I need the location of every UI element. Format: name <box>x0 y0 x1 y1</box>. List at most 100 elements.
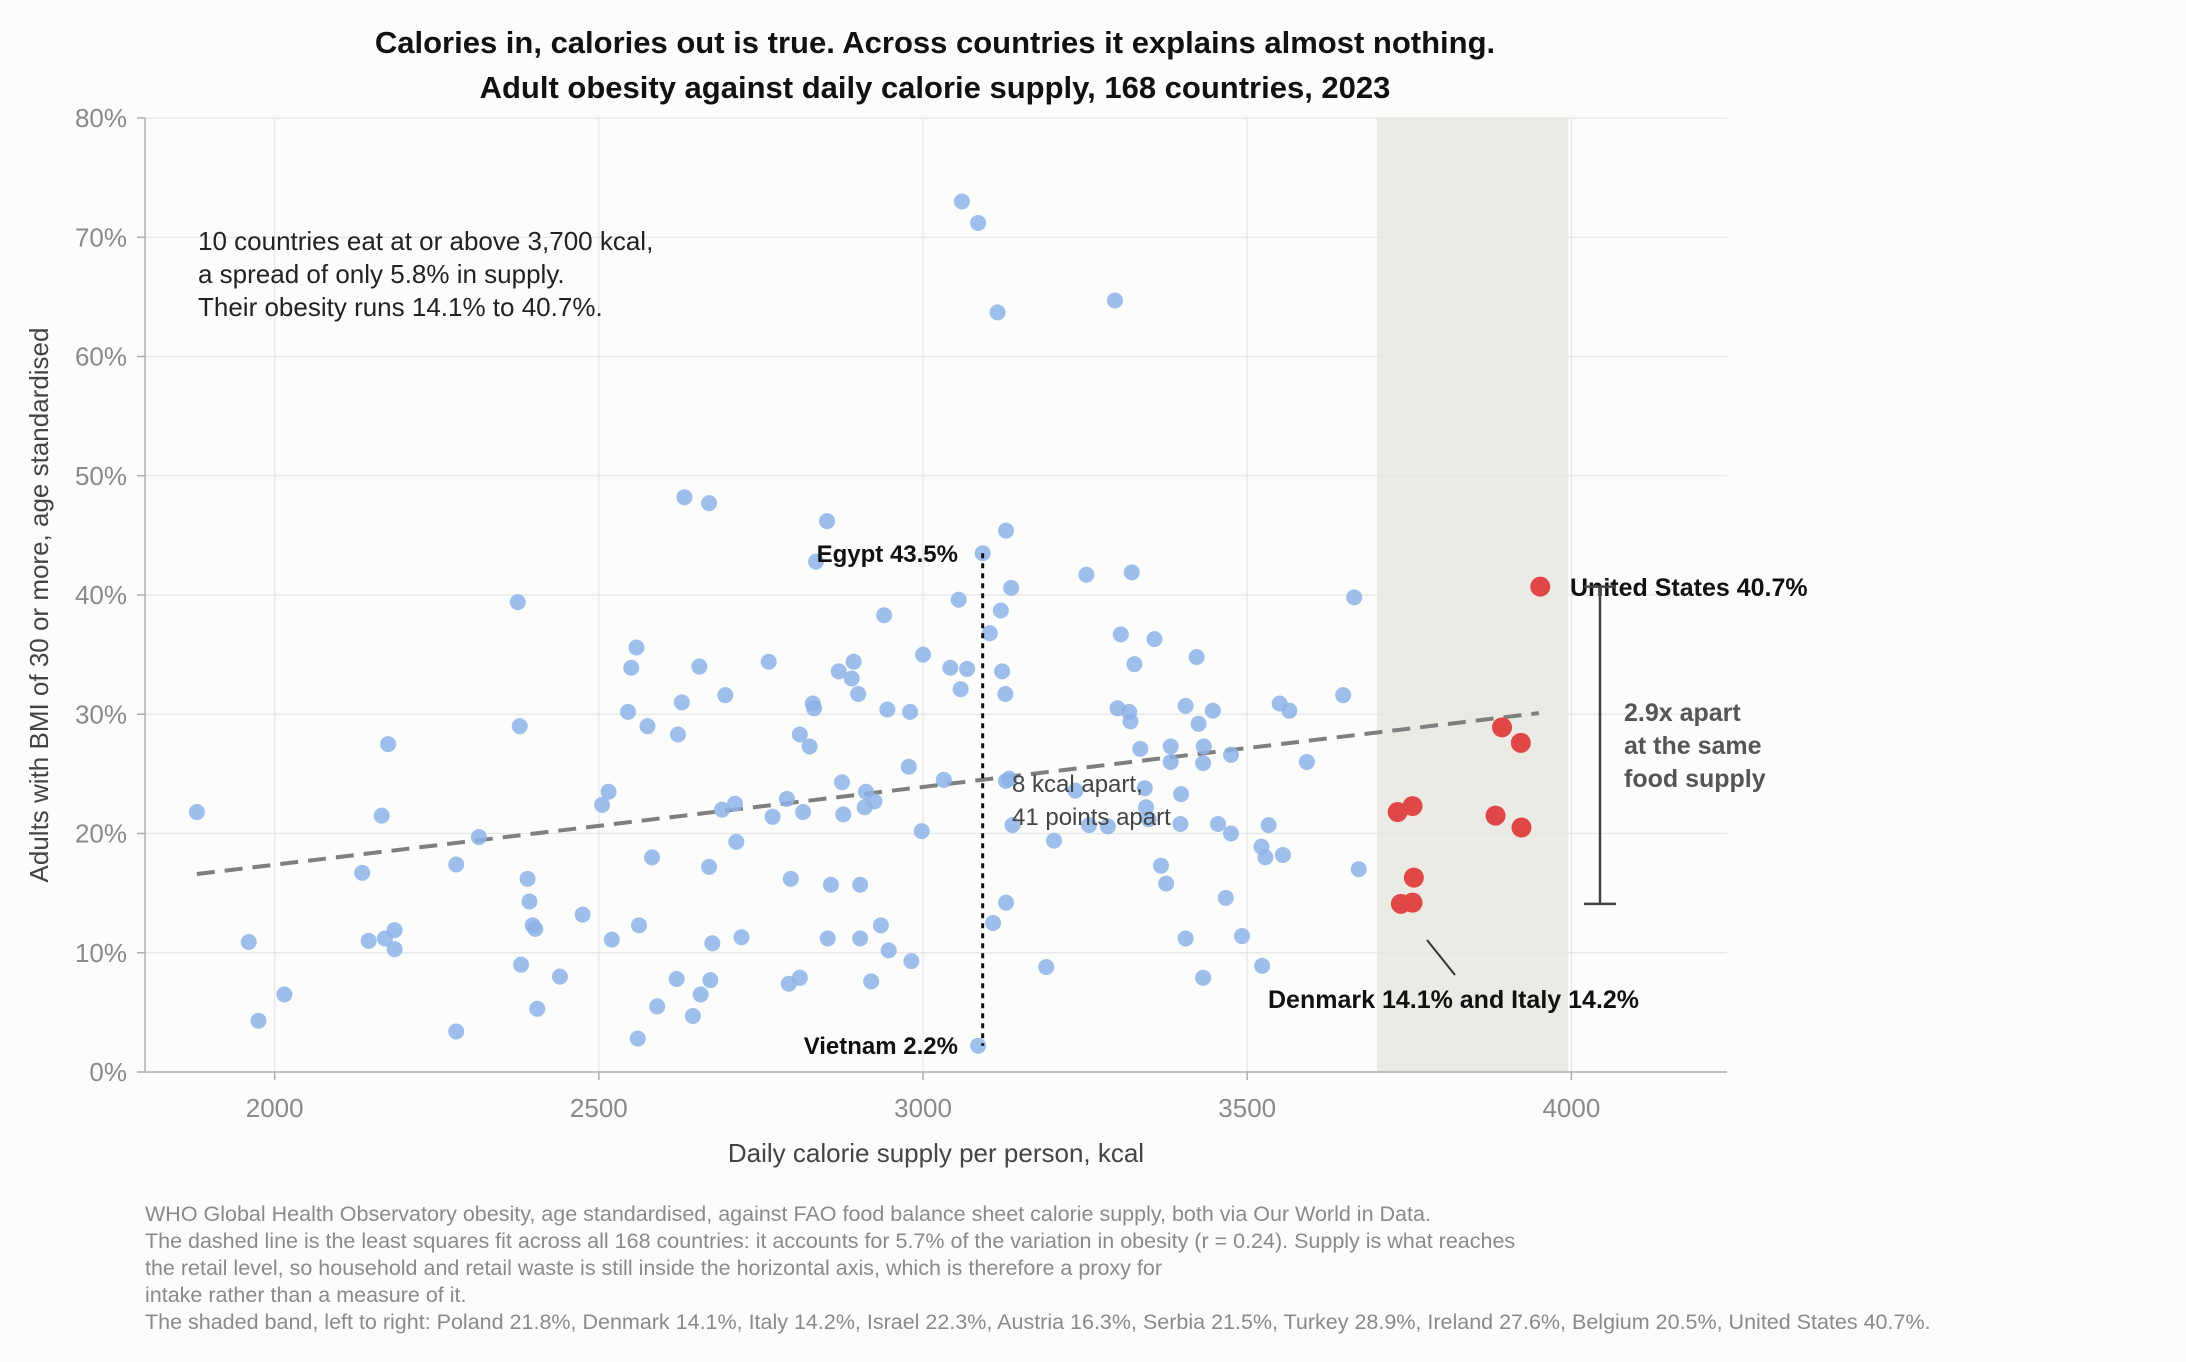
data-point <box>529 1000 546 1017</box>
gap-label-line: 8 kcal apart, <box>1012 771 1143 798</box>
x-axis-label: Daily calorie supply per person, kcal <box>728 1138 1144 1168</box>
data-point <box>903 953 920 970</box>
data-point <box>701 858 718 875</box>
data-point <box>380 736 397 753</box>
data-point <box>727 795 744 812</box>
data-point <box>791 969 808 986</box>
data-point <box>673 694 690 711</box>
data-point <box>1162 753 1179 770</box>
x-tick-label: 4000 <box>1542 1093 1600 1123</box>
data-point <box>639 718 656 735</box>
data-point <box>1123 564 1140 581</box>
data-point <box>714 801 731 818</box>
data-point <box>1140 811 1157 828</box>
data-point <box>527 920 544 937</box>
highlight-point <box>1485 805 1506 826</box>
data-point <box>1172 815 1189 832</box>
data-point <box>574 906 591 923</box>
data-point <box>521 893 538 910</box>
data-point <box>879 701 896 718</box>
data-point <box>1210 815 1227 832</box>
data-point <box>843 670 860 687</box>
data-point <box>354 864 371 881</box>
data-point <box>852 930 869 947</box>
data-point <box>1099 818 1116 835</box>
data-point <box>551 968 568 985</box>
data-point <box>1003 579 1020 596</box>
data-point <box>953 193 970 210</box>
annotation-layer: 10 countries eat at or above 3,700 kcal,… <box>198 226 1808 1060</box>
data-point <box>1136 780 1153 797</box>
data-point <box>448 856 465 873</box>
data-point <box>808 553 825 570</box>
data-point <box>250 1012 267 1029</box>
data-point <box>981 625 998 642</box>
data-point <box>1260 817 1277 834</box>
data-point <box>1001 770 1018 787</box>
data-point <box>1078 566 1095 583</box>
chart-subtitle: Adult obesity against daily calorie supp… <box>480 70 1391 105</box>
data-point <box>915 646 932 663</box>
footer-line: intake rather than a measure of it. <box>145 1283 467 1307</box>
data-point <box>833 774 850 791</box>
data-point <box>1106 292 1123 309</box>
data-point <box>470 829 487 846</box>
data-point <box>819 513 836 530</box>
data-point <box>1177 697 1194 714</box>
data-point <box>866 793 883 810</box>
data-point <box>1177 930 1194 947</box>
y-tick-label: 20% <box>75 819 127 849</box>
data-point <box>691 658 708 675</box>
dk-it-leader-line <box>1426 939 1456 976</box>
data-point <box>952 681 969 698</box>
data-point <box>801 738 818 755</box>
y-axis-label: Adults with BMI of 30 or more, age stand… <box>24 328 54 883</box>
data-point <box>1004 817 1021 834</box>
data-point <box>692 986 709 1003</box>
y-tick-label: 70% <box>75 222 127 252</box>
data-point <box>959 660 976 677</box>
data-point <box>835 806 852 823</box>
highlight-point <box>1510 732 1531 753</box>
data-point <box>760 653 777 670</box>
y-tick-label: 50% <box>75 461 127 491</box>
data-point <box>1126 656 1143 673</box>
data-point <box>704 935 721 952</box>
data-point <box>629 1030 646 1047</box>
data-point <box>360 932 377 949</box>
data-point <box>1188 649 1205 666</box>
data-point <box>863 973 880 990</box>
highlight-point <box>1511 817 1532 838</box>
grid-layer <box>145 117 1727 1073</box>
highlight-point <box>1402 892 1423 913</box>
x-tick-label: 2500 <box>570 1093 628 1123</box>
data-point <box>998 522 1015 539</box>
egypt-label: Egypt 43.5% <box>817 541 958 568</box>
dk-it-label: Denmark 14.1% and Italy 14.2% <box>1268 986 1639 1014</box>
y-tick-label: 10% <box>75 938 127 968</box>
data-point <box>845 653 862 670</box>
chart-title: Calories in, calories out is true. Acros… <box>375 25 1495 60</box>
data-point <box>513 956 530 973</box>
data-point <box>1152 857 1169 874</box>
data-point <box>668 970 685 987</box>
points-layer <box>188 193 1367 1054</box>
highlight-point <box>1403 867 1424 888</box>
data-point <box>1217 889 1234 906</box>
data-point <box>1223 746 1240 763</box>
data-point <box>620 703 637 720</box>
data-point <box>791 726 808 743</box>
data-point <box>1158 875 1175 892</box>
data-point <box>649 998 666 1015</box>
data-point <box>1281 702 1298 719</box>
gap-label-line: 41 points apart <box>1012 804 1171 831</box>
data-point <box>850 685 867 702</box>
y-tick-label: 0% <box>89 1057 127 1087</box>
data-point <box>806 700 823 717</box>
footer-line: the retail level, so household and retai… <box>145 1256 1162 1280</box>
data-point <box>935 771 952 788</box>
data-point <box>644 849 661 866</box>
data-point <box>669 726 686 743</box>
highlight-point <box>1402 796 1423 817</box>
